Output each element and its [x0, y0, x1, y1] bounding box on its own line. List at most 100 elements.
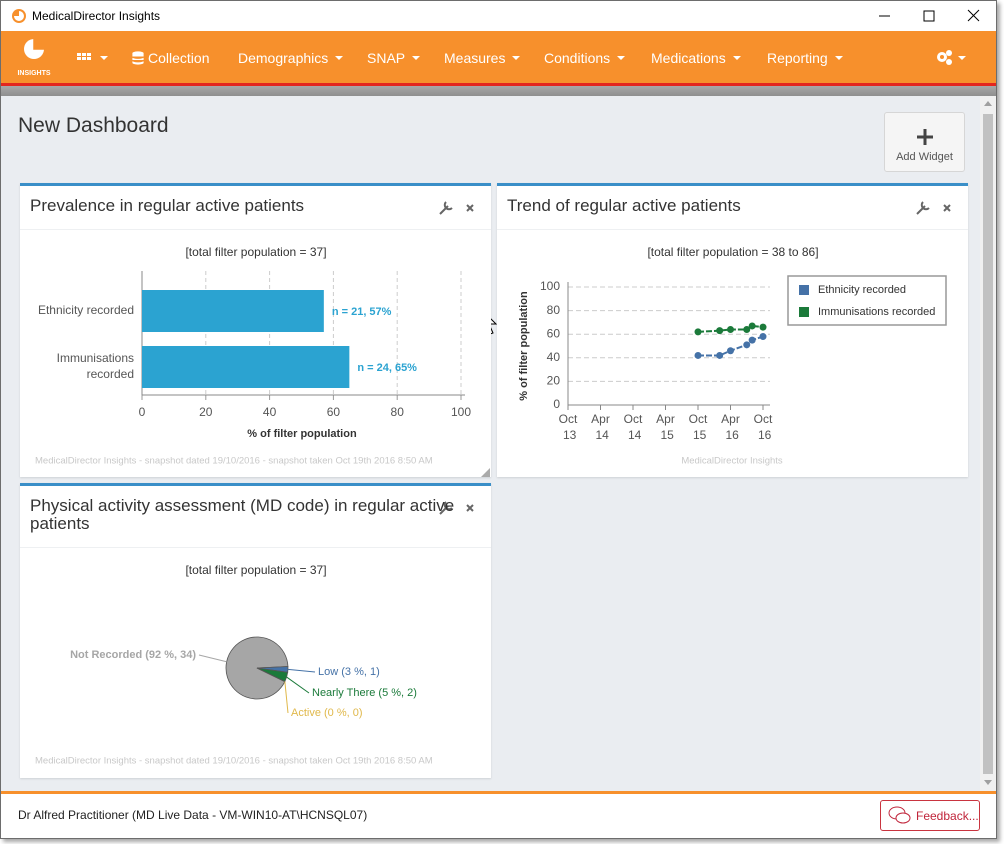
widget-header: Physical activity assessment (MD code) i…: [20, 486, 491, 548]
x-tick-label: 40: [263, 405, 277, 419]
data-point: [759, 323, 767, 331]
category-label-line: Immunisations: [57, 351, 134, 365]
database-icon: [131, 50, 145, 66]
x-tick-label: 80: [391, 405, 405, 419]
settings-menu[interactable]: [937, 50, 966, 65]
x-tick-label: Oct 13: [559, 412, 578, 442]
bar: [142, 346, 350, 388]
resize-grip: [481, 468, 490, 477]
close-button[interactable]: [967, 9, 980, 22]
value-label: Active (0 %, 0): [291, 707, 363, 719]
nav-bar: INSIGHTS Collection Demographics SNAP Measu…: [1, 31, 996, 83]
x-tick-label-line: 16: [755, 428, 772, 442]
nav-item-label: Conditions: [544, 50, 611, 66]
legend-swatch: [799, 307, 809, 317]
nav-item[interactable]: Collection: [131, 48, 209, 68]
value-label: n = 21, 57%: [332, 306, 392, 318]
scrollbar[interactable]: [980, 96, 996, 791]
x-tick-label-line: Apr: [656, 412, 675, 426]
x-tick-label-line: 14: [625, 428, 642, 442]
widget: [total filter population = 38 to 86] 0 20 4…: [497, 183, 968, 477]
x-tick-label-line: 15: [657, 428, 674, 442]
dashboard-title: New Dashboard: [18, 114, 169, 137]
remove-button[interactable]: [943, 204, 951, 212]
chart-subtitle: [total filter population = 37]: [185, 245, 326, 259]
nav-item[interactable]: Measures: [444, 48, 521, 68]
widget-title: Prevalence in regular active patients: [30, 196, 305, 215]
nav-item[interactable]: Medications: [651, 48, 741, 68]
remove-button[interactable]: [466, 504, 474, 512]
logo-icon-slice: [33, 38, 45, 50]
y-tick-label: 80: [547, 303, 561, 317]
bar: [142, 290, 324, 332]
label-connector: [198, 654, 227, 663]
configure-button[interactable]: [439, 501, 453, 515]
caret: [732, 56, 741, 60]
remove-button[interactable]: [466, 204, 474, 212]
x-tick-label: 100: [451, 405, 471, 419]
label-connector: [286, 676, 310, 694]
scrollbar-parts: [983, 101, 993, 785]
nav-item-label: Medications: [651, 50, 726, 66]
feedback-label: Feedback...: [916, 809, 979, 823]
y-tick-label: 60: [547, 326, 561, 340]
database-glyph: [131, 50, 145, 66]
grid-menu[interactable]: [77, 53, 108, 60]
caret: [335, 56, 344, 60]
configure-button[interactable]: [439, 201, 453, 215]
status-bar: Dr Alfred Practitioner (MD Live Data - V…: [1, 791, 996, 838]
app-icon-glyph: [14, 11, 24, 21]
caret: [617, 56, 626, 60]
y-tick-label: 20: [547, 374, 561, 388]
feedback-button[interactable]: Feedback...: [880, 800, 980, 831]
widget-chart: [total filter population = 37] Not Record…: [35, 501, 474, 767]
x-tick-label: 20: [199, 405, 213, 419]
x-tick-label-line: Oct: [559, 412, 578, 426]
x-tick-label: Oct 14: [624, 412, 643, 442]
configure-button[interactable]: [916, 201, 930, 215]
category-label: Immunisations recorded: [57, 351, 134, 381]
legend-label: Immunisations recorded: [818, 306, 935, 318]
x-tick-label: 60: [327, 405, 341, 419]
x-tick-label: Oct 15: [689, 412, 708, 442]
data-point: [759, 333, 767, 341]
widget-title: Trend of regular active patients: [507, 196, 741, 215]
x-tick-label-line: 15: [690, 428, 707, 442]
x-tick-label: Apr 14: [591, 412, 610, 442]
data-point: [716, 327, 724, 335]
widget-chart: [total filter population = 38 to 86] 0 20 4…: [518, 201, 951, 467]
nav-item-label: Collection: [148, 50, 210, 66]
x-tick-label-line: Oct: [689, 412, 708, 426]
x-tick-label-line: 16: [722, 428, 739, 442]
maximize-button[interactable]: [923, 10, 935, 22]
nav-item[interactable]: Conditions: [544, 48, 626, 68]
x-tick-label-line: Apr: [721, 412, 740, 426]
data-point: [694, 351, 702, 359]
nav-item-label: SNAP: [367, 50, 406, 66]
legend-label: Ethnicity recorded: [818, 284, 906, 296]
caret: [412, 56, 421, 60]
chart-subtitle: [total filter population = 37]: [185, 563, 326, 577]
x-tick-label: 0: [139, 405, 146, 419]
feedback-icon: [888, 806, 911, 824]
nav-item-label: Reporting: [767, 50, 828, 66]
category-label-line: recorded: [83, 367, 134, 381]
legend-swatch: [799, 285, 809, 295]
add-widget-button[interactable]: Add Widget: [884, 112, 965, 172]
chart-credit: MedicalDirector Insights: [681, 456, 783, 467]
y-tick-label: 100: [540, 279, 560, 293]
connection-info: Dr Alfred Practitioner (MD Live Data - V…: [18, 808, 368, 822]
nav-item[interactable]: Reporting: [767, 48, 843, 68]
caret: [834, 56, 843, 60]
value-label: Low (3 %, 1): [318, 666, 380, 678]
title-bar: MedicalDirector Insights: [1, 1, 996, 31]
x-tick-label: Apr 16: [721, 412, 740, 442]
x-tick-label: Apr 15: [656, 412, 675, 442]
value-label: Not Recorded (92 %, 34): [70, 649, 196, 661]
x-tick-label-line: Oct: [624, 412, 643, 426]
nav-item[interactable]: Demographics: [238, 48, 344, 68]
value-label: Nearly There (5 %, 2): [312, 687, 417, 699]
data-point: [694, 328, 702, 336]
data-point: [716, 351, 724, 359]
nav-item[interactable]: SNAP: [367, 48, 421, 68]
